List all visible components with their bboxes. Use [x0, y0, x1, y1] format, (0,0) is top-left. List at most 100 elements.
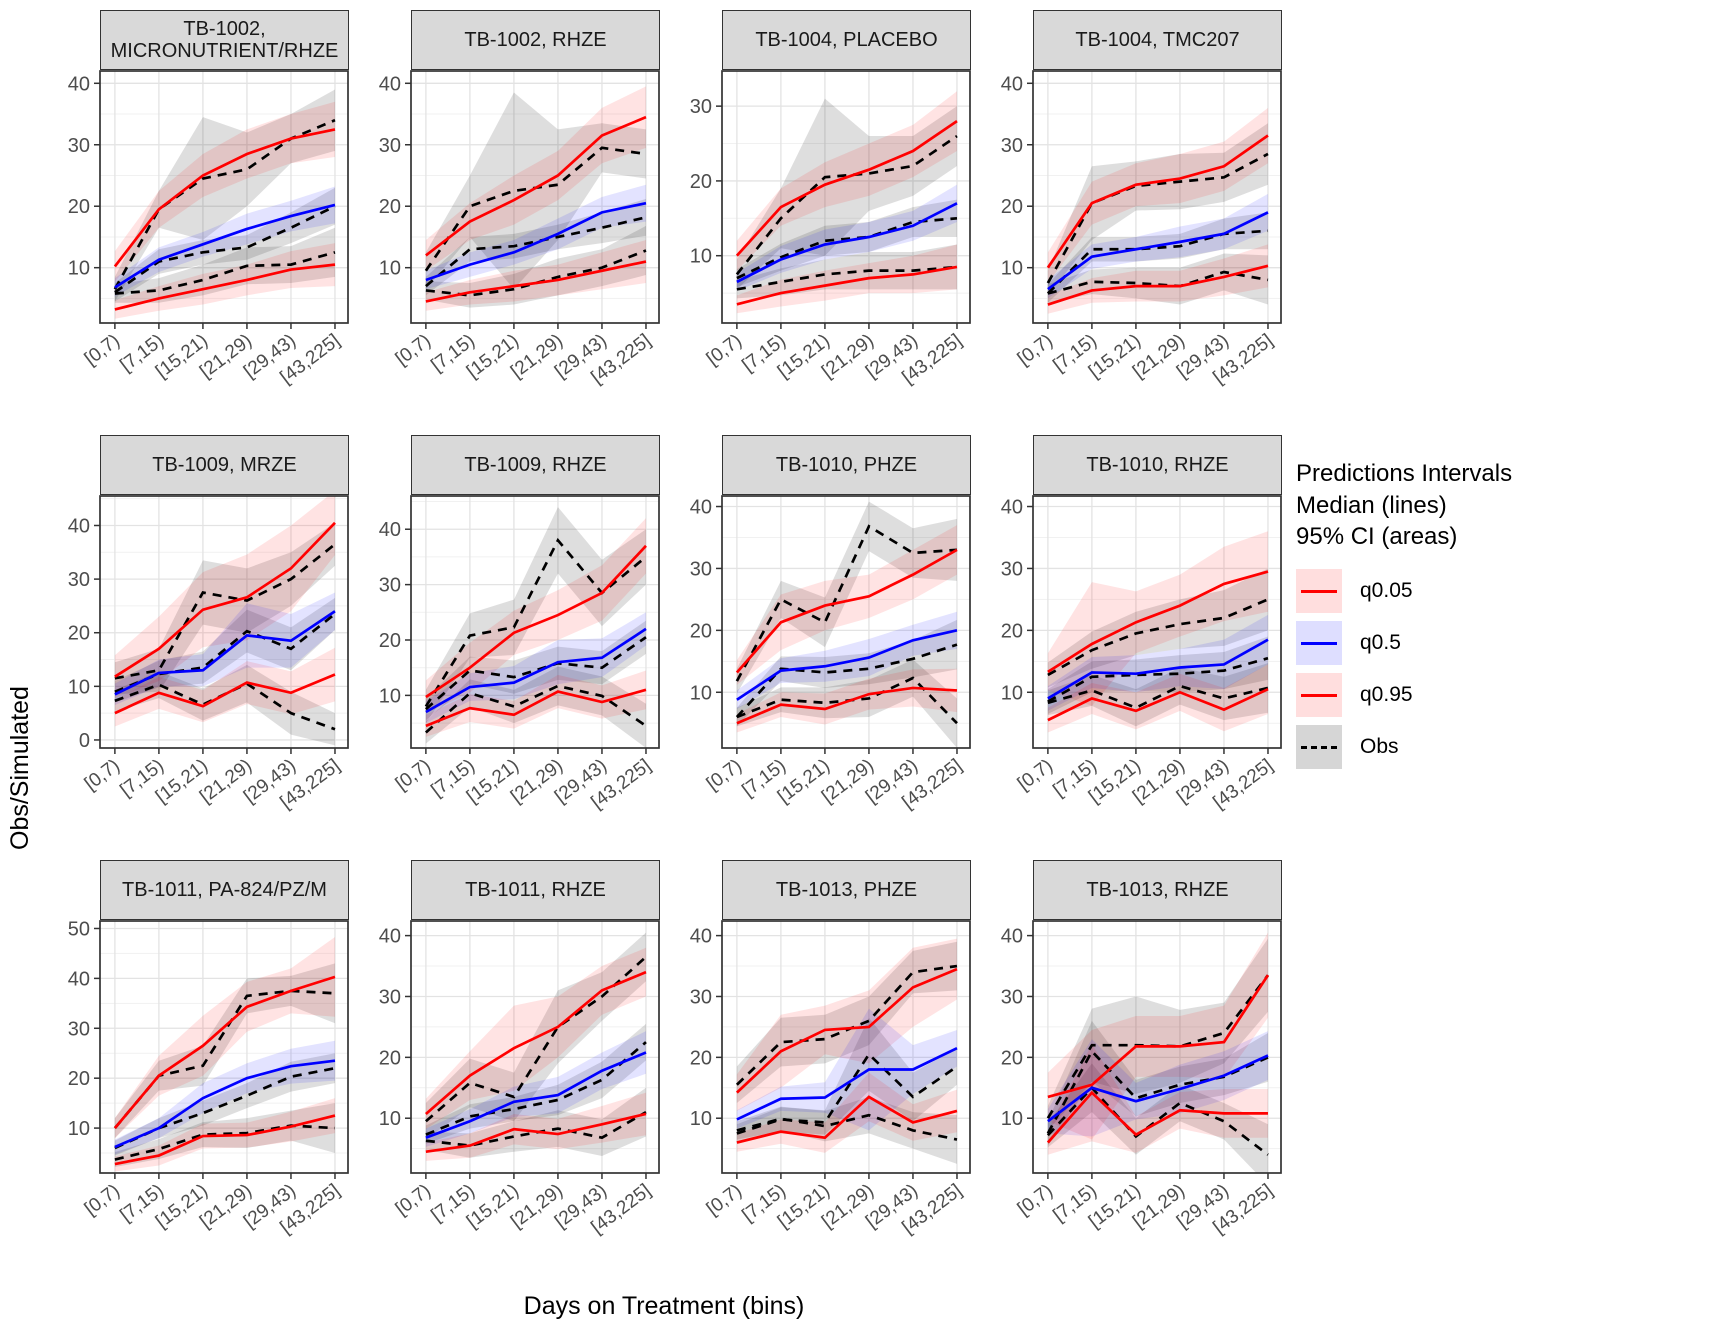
y-tick-label: 30	[1001, 986, 1023, 1008]
y-tick-label: 10	[379, 1108, 401, 1130]
y-tick-label: 20	[379, 630, 401, 652]
prediction-median-line	[1047, 638, 1269, 700]
y-tick-label: 40	[379, 926, 401, 948]
y-tick-label: 10	[379, 685, 401, 707]
facet-chart: 10203040[0,7)[7,15)[15,21)[21,29)[29,43)…	[379, 920, 660, 1238]
prediction-median-line	[425, 201, 647, 282]
prediction-median-line	[735, 548, 958, 674]
obs-dashed-line	[113, 118, 336, 290]
obs-dashed-line	[424, 636, 647, 711]
y-tick-label: 30	[68, 135, 90, 157]
legend-item-label: q0.95	[1360, 683, 1413, 707]
facet-cell: TB-1004, PLACEBO 10 20 30 [0,7) [7,15) [15,21)…	[674, 10, 974, 421]
facet-strip-title: TB-1002, MICRONUTRIENT/RHZE	[100, 10, 349, 70]
facet-cell: TB-1002, MICRONUTRIENT/RHZE 10 20 30 40 [0,7)…	[52, 10, 352, 421]
prediction-median-line	[1047, 211, 1269, 291]
y-tick-label: 40	[1001, 73, 1023, 95]
prediction-median-line	[736, 202, 958, 284]
facet-cell: TB-1009, RHZE 10 20 30 40 [0,7) [7,15) [15,21)[…	[363, 435, 663, 846]
facet-strip-title: TB-1009, RHZE	[411, 435, 660, 495]
x-axis-title: Days on Treatment (bins)	[523, 1292, 805, 1320]
legend-title-line: Predictions Intervals	[1296, 460, 1513, 487]
facet-chart: 10203040[0,7)[7,15)[15,21)[21,29)[29,43)…	[1001, 70, 1282, 388]
facet-chart: 10203040[0,7)[7,15)[15,21)[21,29)[29,43)…	[690, 920, 971, 1238]
legend-title-line: 95% CI (areas)	[1296, 523, 1458, 551]
obs-dashed-line	[424, 537, 647, 708]
obs-dashed-line	[425, 1041, 647, 1136]
facet-strip-title: TB-1004, TMC207	[1033, 10, 1282, 70]
obs-dashed-line	[736, 265, 958, 291]
y-tick-label: 20	[68, 196, 90, 218]
prediction-median-line	[736, 1095, 958, 1144]
prediction-median-line	[1047, 264, 1269, 306]
y-tick-label: 10	[690, 1108, 712, 1130]
y-tick-label: 40	[379, 73, 401, 95]
obs-dashed-line	[735, 524, 958, 682]
obs-dashed-line	[114, 251, 336, 295]
prediction-median-line	[1047, 687, 1269, 722]
prediction-median-line	[736, 1047, 958, 1121]
y-tick-label: 10	[1001, 1108, 1023, 1130]
prediction-median-line	[114, 610, 336, 696]
prediction-median-line	[425, 688, 647, 728]
facet-chart: 10203040[0,7)[7,15)[15,21)[21,29)[29,43)…	[379, 70, 660, 388]
prediction-median-line	[1047, 1054, 1269, 1123]
obs-dashed-line	[1046, 229, 1269, 295]
legend-item-q095: q0.95	[1296, 673, 1716, 718]
facet-chart: 10203040[0,7)[7,15)[15,21)[21,29)[29,43)…	[379, 495, 660, 813]
y-tick-label: 30	[690, 558, 712, 580]
y-tick-label: 30	[1001, 558, 1023, 580]
y-tick-label: 20	[379, 196, 401, 218]
y-axis-title: Obs/Simulated	[6, 686, 34, 850]
facet-cell: TB-1013, PHZE 10 20 30 40 [0,7) [7,15) [15,21)[…	[674, 860, 974, 1271]
prediction-median-line	[736, 629, 958, 701]
facet-strip-title: TB-1009, MRZE	[100, 435, 349, 495]
obs-dashed-line	[424, 955, 647, 1123]
facet-cell: TB-1004, TMC207 10 20 30 40 [0,7) [7,15) [15,21…	[985, 10, 1285, 421]
legend-item-obs: Obs	[1296, 725, 1716, 770]
facet-strip-title: TB-1013, PHZE	[722, 860, 971, 920]
x-tick-label: [0,7)	[81, 330, 124, 370]
facet-cell: TB-1013, RHZE 10 20 30 40 [0,7) [7,15) [15,21)[…	[985, 860, 1285, 1271]
y-tick-label: 10	[690, 682, 712, 704]
prediction-median-line	[736, 265, 958, 306]
facet-strip-title: TB-1011, PA-824/PZ/M	[100, 860, 349, 920]
y-tick-label: 20	[690, 1047, 712, 1069]
obs-dashed-line	[1047, 270, 1269, 295]
legend-item-q05: q0.5	[1296, 621, 1716, 666]
facet-strip-title: TB-1011, RHZE	[411, 860, 660, 920]
x-tick-label: [0,7)	[81, 1180, 124, 1220]
legend-key-ribbon-line-icon	[1296, 725, 1342, 770]
legend-item-q005: q0.05	[1296, 569, 1716, 614]
legend-key-ribbon-line-icon	[1296, 673, 1342, 718]
prediction-median-line	[424, 970, 647, 1115]
prediction-median-line	[425, 1051, 647, 1139]
facet-cell: TB-1011, RHZE 10 20 30 40 [0,7) [7,15) [15,21)[…	[363, 860, 663, 1271]
obs-dashed-line	[736, 1113, 958, 1141]
y-tick-label: 30	[379, 986, 401, 1008]
prediction-median-line	[113, 128, 336, 268]
y-tick-label: 40	[1001, 497, 1023, 519]
x-tick-label: [0,7)	[1014, 1180, 1057, 1220]
prediction-median-line	[425, 1112, 647, 1154]
x-tick-label: [0,7)	[81, 755, 124, 795]
prediction-median-line	[425, 260, 647, 303]
y-tick-label: 0	[79, 730, 90, 752]
y-tick-label: 40	[1001, 926, 1023, 948]
x-tick-label: [0,7)	[703, 330, 746, 370]
obs-dashed-line	[114, 543, 336, 680]
y-tick-label: 30	[379, 575, 401, 597]
obs-dashed-line	[735, 964, 958, 1086]
y-tick-label: 40	[68, 968, 90, 990]
obs-dashed-line	[425, 215, 647, 288]
legend-item-label: q0.5	[1360, 631, 1401, 655]
facet-strip-title: TB-1002, RHZE	[411, 10, 660, 70]
y-tick-label: 20	[690, 620, 712, 642]
prediction-median-line	[114, 521, 336, 678]
obs-dashed-line	[1047, 598, 1269, 677]
facet-strip-title: TB-1004, PLACEBO	[722, 10, 971, 70]
legend-item-label: q0.05	[1360, 579, 1413, 603]
facet-cell: TB-1011, PA-824/PZ/M 10 20 30 40 50 [0,7) [7,15…	[52, 860, 352, 1271]
y-tick-label: 10	[68, 676, 90, 698]
facet-strip-title: TB-1010, PHZE	[722, 435, 971, 495]
